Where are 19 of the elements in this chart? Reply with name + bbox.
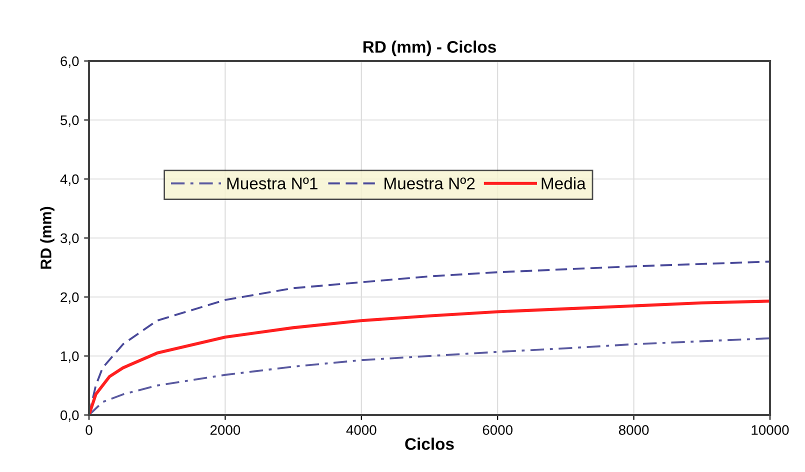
legend-label: Muestra Nº2 — [384, 178, 475, 190]
y-tick-label: 0,0 — [60, 410, 79, 422]
legend-label: Media — [542, 177, 586, 190]
x-tick-label: 8000 — [618, 425, 649, 435]
y-tick-label: 5,0 — [60, 115, 79, 127]
x-tick-label: 0 — [86, 425, 92, 435]
x-axis-title: Ciclos — [405, 438, 454, 450]
y-tick-label: 2,0 — [60, 292, 79, 304]
y-tick-label: 4,0 — [60, 174, 79, 186]
y-tick-label: 6,0 — [60, 56, 79, 68]
x-tick-label: 2000 — [210, 425, 240, 435]
x-tick-label: 6000 — [482, 425, 513, 435]
chart-title: RD (mm) - Ciclos — [363, 40, 496, 56]
y-tick-label: 3,0 — [60, 233, 79, 245]
x-tick-label: 4000 — [346, 425, 376, 435]
y-tick-label: 1,0 — [61, 351, 79, 363]
y-axis-title: RD (mm) — [40, 206, 54, 269]
x-tick-label: 10000 — [752, 425, 789, 435]
legend-label: Muestra Nº1 — [227, 178, 318, 190]
